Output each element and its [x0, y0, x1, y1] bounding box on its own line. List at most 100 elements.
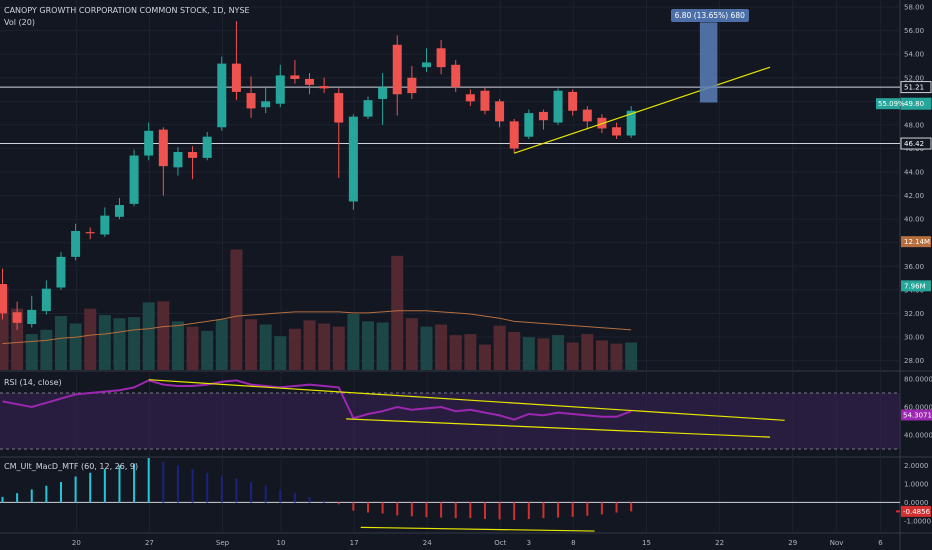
candle-body — [71, 230, 81, 257]
candle-body — [348, 116, 358, 202]
volume-bar — [405, 318, 418, 370]
macd-histogram-bar — [615, 502, 618, 513]
macd-histogram-bar — [220, 476, 223, 503]
time-tick-label: 15 — [642, 539, 651, 547]
rsi-tick-label: 40.0000 — [904, 432, 932, 440]
macd-histogram-bar — [59, 482, 62, 503]
volume-bar — [595, 340, 608, 370]
volume-bar — [245, 319, 258, 370]
candle-body — [56, 256, 66, 288]
volume-bar — [40, 329, 53, 370]
candle-body — [290, 75, 300, 79]
macd-histogram-bar — [162, 461, 165, 503]
macd-histogram-bar — [483, 502, 486, 520]
macd-histogram-bar — [16, 493, 19, 503]
macd-histogram-bar — [352, 502, 355, 511]
volume-bar — [493, 325, 506, 370]
rsi-tick-label: 80.0000 — [904, 376, 932, 384]
macd-histogram-bar — [571, 502, 574, 517]
price-tick-label: 52.00 — [904, 74, 924, 82]
volume-bar — [303, 320, 316, 370]
volume-bar — [274, 336, 287, 370]
candle-body — [114, 205, 124, 217]
time-tick-label: 10 — [277, 539, 286, 547]
time-tick-label: 20 — [72, 539, 81, 547]
macd-histogram-bar — [235, 478, 238, 503]
candle-body — [188, 152, 198, 158]
candle-body — [12, 312, 22, 323]
volume-bar — [142, 302, 155, 370]
candle-body — [451, 64, 461, 88]
measure-box — [699, 22, 718, 103]
macd-histogram-bar — [30, 489, 33, 503]
candle-body — [436, 48, 446, 68]
time-tick-label: 29 — [788, 539, 797, 547]
rsi-tag-text: 54.3071 — [903, 411, 932, 419]
volume-tag-bg — [901, 236, 931, 248]
time-tick-label: Sep — [216, 539, 230, 547]
price-tick-label: 58.00 — [904, 4, 924, 12]
macd-histogram-bar — [425, 502, 428, 518]
candle-body — [85, 232, 95, 234]
time-tick-label: Nov — [830, 539, 844, 547]
candle-body — [407, 77, 417, 94]
volume-bar — [113, 318, 126, 370]
macd-histogram-bar — [308, 496, 311, 503]
candle-body — [568, 91, 578, 111]
volume-bar — [54, 316, 67, 370]
macd-histogram-bar — [264, 485, 267, 503]
volume-tag-bg — [901, 280, 931, 292]
macd-histogram-bar — [381, 502, 384, 514]
rsi-tag-bg — [901, 409, 932, 421]
macd-histogram-bar — [396, 502, 399, 516]
candle-body — [158, 129, 168, 167]
volume-bar — [625, 342, 638, 370]
volume-bar — [11, 308, 24, 370]
time-tick-label: 3 — [527, 539, 531, 547]
macd-tag-bg — [901, 505, 931, 517]
price-tick-label: 56.00 — [904, 27, 924, 35]
measure-label: 6.80 (13.65%) 680 — [670, 9, 749, 23]
macd-histogram-bar — [1, 496, 4, 503]
price-tick-label: 54.00 — [904, 51, 924, 59]
volume-bar — [522, 337, 535, 370]
time-tick-label: 8 — [571, 539, 575, 547]
macd-tag-pointer — [896, 510, 900, 513]
macd-histogram-bar — [513, 502, 516, 520]
macd-histogram-bar — [206, 472, 209, 503]
price-tick-label: 40.00 — [904, 216, 924, 224]
symbol-title: CANOPY GROWTH CORPORATION COMMON STOCK, … — [4, 6, 250, 15]
volume-bar — [420, 326, 433, 370]
macd-histogram-bar — [176, 465, 179, 503]
macd-histogram-bar — [469, 502, 472, 519]
macd-histogram-bar — [89, 472, 92, 503]
volume-legend: Vol (20) — [4, 18, 35, 27]
macd-histogram-bar — [279, 489, 282, 503]
time-tick-label: Oct — [494, 539, 506, 547]
candle-body — [363, 100, 373, 117]
macd-histogram-bar — [323, 500, 326, 503]
price-tick-label: 28.00 — [904, 357, 924, 365]
volume-bar — [69, 323, 82, 370]
volume-bar — [478, 344, 491, 370]
macd-histogram-bar — [410, 502, 413, 517]
price-tag-bg — [900, 137, 932, 150]
volume-bar — [259, 324, 272, 370]
macd-histogram-bar — [103, 469, 106, 503]
candle-body — [480, 90, 490, 111]
volume-bar — [288, 328, 301, 370]
macd-histogram-bar — [133, 463, 136, 503]
macd-tick-label: -1.0000 — [904, 517, 931, 525]
macd-tick-label: 2.0000 — [904, 462, 929, 470]
candle-body — [538, 111, 548, 121]
candle-body — [334, 93, 344, 123]
candle-body — [378, 87, 388, 99]
price-tag-bg — [900, 81, 932, 94]
price-tag-bg — [900, 97, 932, 110]
volume-bar — [449, 335, 462, 370]
time-tick-label: 6 — [878, 539, 883, 547]
macd-trendline — [360, 526, 595, 532]
time-tick-label: 17 — [350, 539, 359, 547]
